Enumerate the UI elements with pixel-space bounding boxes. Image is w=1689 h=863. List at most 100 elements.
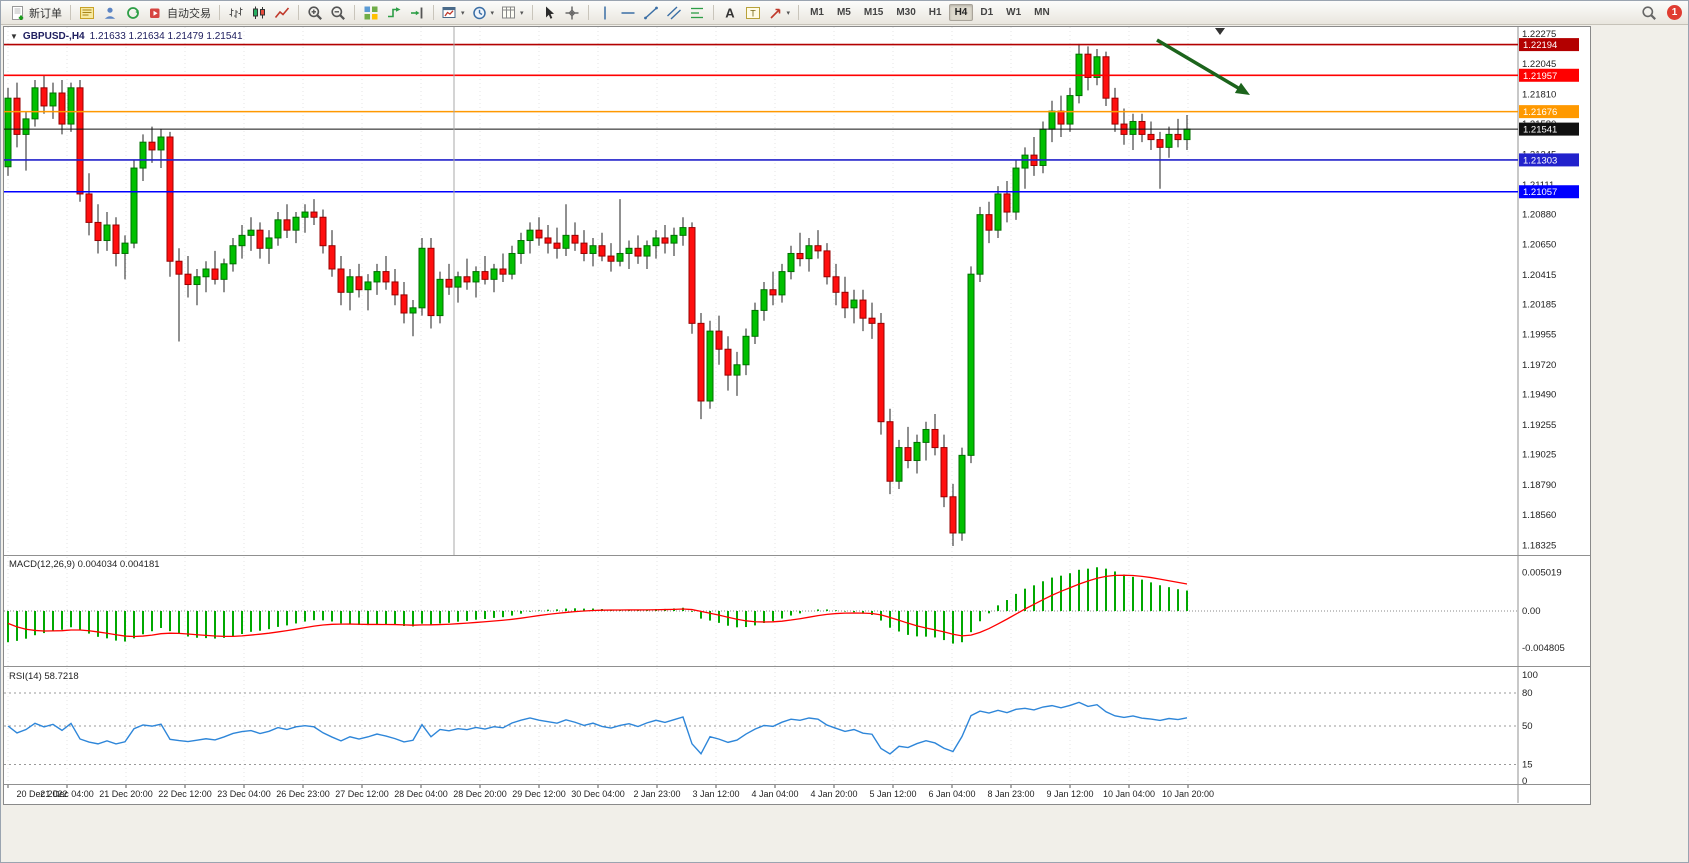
text-label-icon: T: [745, 5, 761, 21]
new-chart-icon: [442, 5, 458, 21]
svg-text:10 Jan 20:00: 10 Jan 20:00: [1162, 789, 1214, 799]
chart-canvas[interactable]: 1.222751.220451.218101.215801.213451.211…: [4, 27, 1590, 804]
timeframe-h4[interactable]: H4: [948, 4, 974, 21]
timeframe-m30[interactable]: M30: [896, 7, 916, 18]
profile-icon: [102, 5, 118, 21]
svg-text:15: 15: [1522, 760, 1533, 771]
symbol-dropdown-icon[interactable]: ▼: [10, 32, 18, 41]
timeframe-m1[interactable]: M1: [810, 7, 824, 18]
macd-panel[interactable]: [4, 567, 1518, 644]
svg-text:4 Jan 20:00: 4 Jan 20:00: [810, 789, 857, 799]
arrows-dropdown[interactable]: ▾: [765, 3, 794, 23]
zoom-in-button[interactable]: [304, 3, 326, 23]
svg-text:30 Dec 04:00: 30 Dec 04:00: [571, 789, 625, 799]
svg-text:10 Jan 04:00: 10 Jan 04:00: [1103, 789, 1155, 799]
svg-text:26 Dec 23:00: 26 Dec 23:00: [276, 789, 330, 799]
timeframe-h1[interactable]: H1: [928, 7, 942, 18]
line-chart-icon: [274, 5, 290, 21]
metaeditor-button[interactable]: [76, 3, 98, 23]
svg-text:A: A: [725, 5, 735, 20]
svg-text:1.19955: 1.19955: [1522, 329, 1556, 340]
autotrading-button[interactable]: 自动交易: [145, 3, 214, 23]
svg-text:1.21676: 1.21676: [1523, 107, 1557, 118]
macd-label: MACD(12,26,9) 0.004034 0.004181: [9, 559, 160, 570]
line-chart-button[interactable]: [271, 3, 293, 23]
candlestick-chart-button[interactable]: [248, 3, 270, 23]
trendline-button[interactable]: [640, 3, 662, 23]
rsi-panel[interactable]: [4, 692, 1518, 765]
crosshair-button[interactable]: [561, 3, 583, 23]
main-toolbar: 新订单 自动交易 ▾ ▾ ▾ A T ▾ M1 M5 M15 M30 H1 H4 D1 W1 MN 1: [1, 1, 1688, 25]
svg-text:21 Dec 20:00: 21 Dec 20:00: [99, 789, 153, 799]
cursor-button[interactable]: [538, 3, 560, 23]
bar-chart-icon: [228, 5, 244, 21]
new-order-button-label: 新订单: [29, 7, 62, 20]
vertical-line-button[interactable]: [594, 3, 616, 23]
horizontal-level-lines[interactable]: [4, 43, 1518, 193]
profile-button[interactable]: [99, 3, 121, 23]
zoom-in-icon: [307, 5, 323, 21]
dropdown-caret-icon: ▾: [490, 9, 495, 17]
new-order-button[interactable]: 新订单: [7, 3, 65, 23]
svg-text:1.22275: 1.22275: [1522, 29, 1556, 40]
bar-chart-button[interactable]: [225, 3, 247, 23]
candlestick-plot[interactable]: [4, 43, 1191, 546]
svg-text:5 Jan 12:00: 5 Jan 12:00: [869, 789, 916, 799]
timeframe-w1[interactable]: W1: [1006, 7, 1022, 18]
fibonacci-icon: [689, 5, 705, 21]
svg-text:1.21957: 1.21957: [1523, 71, 1557, 82]
autotrading-button-label: 自动交易: [167, 7, 211, 20]
search-button[interactable]: [1638, 3, 1660, 23]
profiles-dropdown[interactable]: ▾: [469, 3, 498, 23]
timeframe-m5[interactable]: M5: [836, 7, 851, 18]
toolbar-separator: [712, 5, 714, 20]
templates-dropdown[interactable]: ▾: [498, 3, 527, 23]
svg-text:9 Jan 12:00: 9 Jan 12:00: [1046, 789, 1093, 799]
macd-signal-line: [7, 574, 1188, 638]
chart-shift-marker[interactable]: [1215, 28, 1225, 35]
channel-icon: [666, 5, 682, 21]
grid-lines: [4, 27, 1590, 803]
refresh-icon: [125, 5, 141, 21]
channel-button[interactable]: [663, 3, 685, 23]
timeframe-m15[interactable]: M15: [863, 7, 884, 18]
svg-text:1.19025: 1.19025: [1522, 450, 1556, 461]
price-axis[interactable]: 1.222751.220451.218101.215801.213451.211…: [1519, 29, 1579, 787]
auto-scroll-button[interactable]: [383, 3, 405, 23]
refresh-button[interactable]: [122, 3, 144, 23]
svg-text:8 Jan 23:00: 8 Jan 23:00: [987, 789, 1034, 799]
text-label-button[interactable]: T: [742, 3, 764, 23]
search-icon: [1641, 5, 1657, 21]
svg-text:27 Dec 12:00: 27 Dec 12:00: [335, 789, 389, 799]
timeframe-d1[interactable]: D1: [980, 7, 994, 18]
zoom-out-button[interactable]: [327, 3, 349, 23]
svg-text:1.20185: 1.20185: [1522, 300, 1556, 311]
svg-text:1.22194: 1.22194: [1523, 40, 1557, 51]
tile-windows-icon: [363, 5, 379, 21]
svg-text:1.21057: 1.21057: [1523, 187, 1557, 198]
svg-text:28 Dec 20:00: 28 Dec 20:00: [453, 789, 507, 799]
notifications-badge[interactable]: 1: [1667, 5, 1682, 20]
svg-text:0.00: 0.00: [1522, 606, 1541, 617]
text-button[interactable]: A: [719, 3, 741, 23]
horizontal-line-button[interactable]: [617, 3, 639, 23]
chart-shift-button[interactable]: [406, 3, 428, 23]
svg-text:0: 0: [1522, 776, 1527, 787]
new-order-icon: [10, 5, 26, 21]
toolbar-separator: [298, 5, 299, 20]
rsi-line: [7, 701, 1188, 755]
toolbar-separator: [531, 5, 533, 20]
fibonacci-button[interactable]: [686, 3, 708, 23]
new-chart-dropdown[interactable]: ▾: [439, 3, 468, 23]
svg-text:1.19255: 1.19255: [1522, 420, 1556, 431]
trend-arrow-line[interactable]: [1156, 38, 1245, 93]
tile-windows-button[interactable]: [360, 3, 382, 23]
arrows-icon: [768, 5, 784, 21]
timeframe-mn[interactable]: MN: [1034, 7, 1050, 18]
trendline-icon: [643, 5, 659, 21]
templates-icon: [501, 5, 517, 21]
annotations[interactable]: [453, 27, 1250, 555]
svg-text:1.21541: 1.21541: [1523, 125, 1557, 136]
